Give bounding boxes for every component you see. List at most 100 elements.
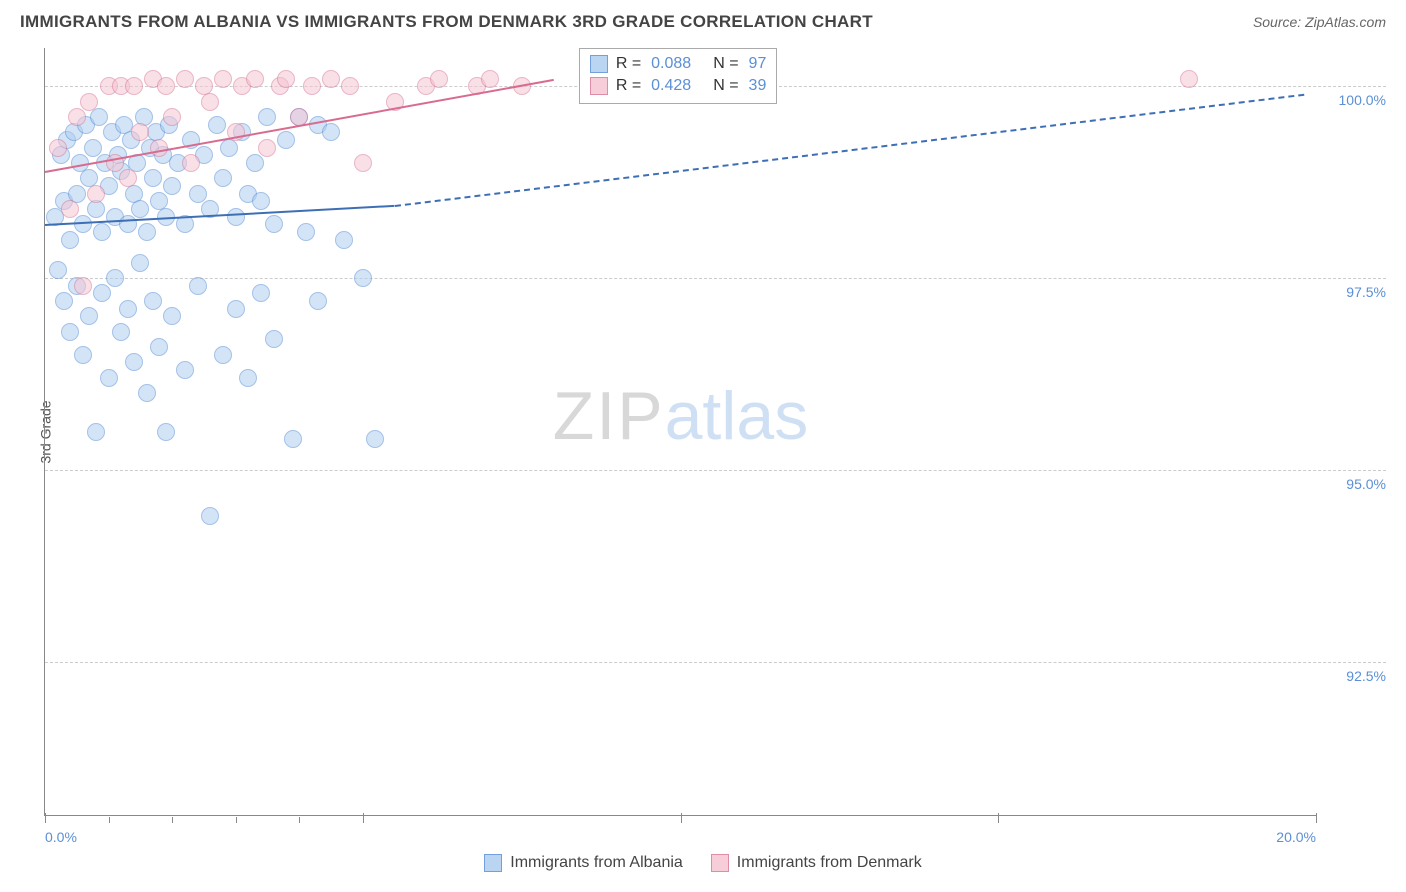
legend-swatch [711, 854, 729, 872]
scatter-point [144, 169, 162, 187]
scatter-point [100, 369, 118, 387]
scatter-point [74, 346, 92, 364]
scatter-point [303, 77, 321, 95]
x-tick [45, 813, 46, 823]
legend-item: Immigrants from Denmark [711, 854, 922, 872]
watermark-atlas: atlas [665, 378, 809, 454]
y-tick-label: 97.5% [1324, 284, 1386, 300]
scatter-point [322, 70, 340, 88]
scatter-point [354, 154, 372, 172]
scatter-point [227, 208, 245, 226]
scatter-point [1180, 70, 1198, 88]
scatter-point [80, 93, 98, 111]
source-label: Source: ZipAtlas.com [1253, 14, 1386, 30]
stats-r-label: R = [616, 55, 641, 73]
scatter-point [430, 70, 448, 88]
scatter-point [157, 77, 175, 95]
stats-swatch [590, 77, 608, 95]
scatter-point [163, 108, 181, 126]
scatter-point [246, 70, 264, 88]
stats-box: R = 0.088N = 97R = 0.428N = 39 [579, 48, 778, 104]
scatter-point [284, 430, 302, 448]
scatter-point [214, 346, 232, 364]
scatter-point [87, 185, 105, 203]
gridline-h [45, 470, 1386, 471]
legend-swatch [484, 854, 502, 872]
stats-row: R = 0.428 N = 39 [590, 75, 767, 97]
scatter-point [265, 215, 283, 233]
y-tick-label: 95.0% [1324, 476, 1386, 492]
scatter-point [189, 277, 207, 295]
scatter-point [61, 323, 79, 341]
stats-r-label: R = [616, 77, 641, 95]
scatter-point [258, 139, 276, 157]
scatter-point [112, 323, 130, 341]
scatter-point [150, 139, 168, 157]
watermark-zip: ZIP [553, 378, 665, 454]
x-tick [299, 817, 300, 823]
scatter-point [131, 123, 149, 141]
x-tick [1316, 813, 1317, 823]
scatter-point [125, 353, 143, 371]
scatter-point [341, 77, 359, 95]
scatter-point [246, 154, 264, 172]
stats-swatch [590, 55, 608, 73]
stats-n-value: 39 [749, 77, 767, 95]
scatter-point [201, 93, 219, 111]
legend-bottom: Immigrants from Albania Immigrants from D… [0, 854, 1406, 872]
stats-n-label: N = [713, 77, 738, 95]
scatter-point [277, 131, 295, 149]
chart-title: IMMIGRANTS FROM ALBANIA VS IMMIGRANTS FR… [20, 12, 873, 32]
stats-n-value: 97 [749, 55, 767, 73]
scatter-point [214, 70, 232, 88]
scatter-point [49, 261, 67, 279]
scatter-point [93, 223, 111, 241]
gridline-h [45, 662, 1386, 663]
x-tick [998, 813, 999, 823]
scatter-point [322, 123, 340, 141]
scatter-point [182, 154, 200, 172]
gridline-h [45, 278, 1386, 279]
y-tick-label: 92.5% [1324, 668, 1386, 684]
scatter-point [481, 70, 499, 88]
scatter-point [309, 292, 327, 310]
scatter-point [227, 300, 245, 318]
x-tick-label: 0.0% [45, 829, 77, 845]
watermark: ZIPatlas [553, 377, 808, 455]
legend-label: Immigrants from Albania [510, 854, 683, 872]
scatter-point [125, 77, 143, 95]
scatter-point [106, 269, 124, 287]
scatter-point [49, 139, 67, 157]
y-tick-label: 100.0% [1324, 92, 1386, 108]
x-tick [363, 813, 364, 823]
scatter-point [87, 200, 105, 218]
scatter-point [157, 423, 175, 441]
stats-row: R = 0.088N = 97 [590, 53, 767, 75]
scatter-point [163, 307, 181, 325]
scatter-point [189, 185, 207, 203]
scatter-point [366, 430, 384, 448]
scatter-point [354, 269, 372, 287]
scatter-point [265, 330, 283, 348]
plot-area: ZIPatlas 92.5%95.0%97.5%100.0%0.0%20.0%R… [44, 48, 1316, 816]
scatter-point [55, 292, 73, 310]
scatter-point [150, 338, 168, 356]
stats-r-value: 0.428 [651, 77, 691, 95]
x-tick [109, 817, 110, 823]
scatter-point [201, 507, 219, 525]
scatter-point [214, 169, 232, 187]
x-tick [236, 817, 237, 823]
scatter-point [61, 231, 79, 249]
scatter-point [277, 70, 295, 88]
scatter-point [74, 277, 92, 295]
scatter-point [74, 215, 92, 233]
scatter-point [208, 116, 226, 134]
scatter-point [68, 108, 86, 126]
scatter-point [131, 254, 149, 272]
x-tick-label: 20.0% [1276, 829, 1316, 845]
scatter-point [131, 200, 149, 218]
scatter-point [239, 369, 257, 387]
x-tick [681, 813, 682, 823]
scatter-point [119, 169, 137, 187]
scatter-point [252, 192, 270, 210]
